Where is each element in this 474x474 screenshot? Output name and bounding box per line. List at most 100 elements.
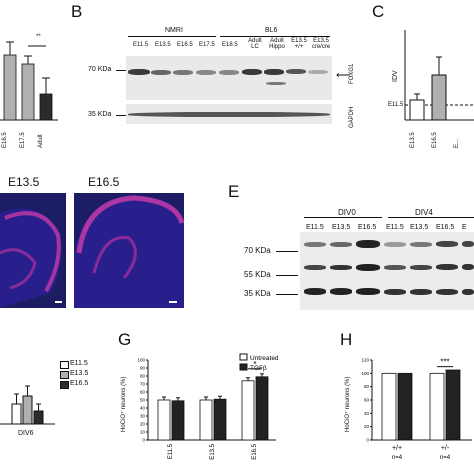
- panel-e-lane-4: E11.5: [386, 224, 404, 231]
- panel-g-legend-swatch: [239, 363, 248, 371]
- panel-e-label: E: [228, 182, 240, 201]
- panel-h-ytick-label: 60: [364, 398, 370, 403]
- panel-b-lane-5: E18.5: [222, 42, 238, 48]
- panel-b-blot-bottom: [126, 104, 332, 124]
- panel-g-ytick-label: 80: [140, 374, 146, 379]
- panel-e-lane-7: E: [462, 224, 467, 231]
- panel-h-bar: [397, 372, 413, 441]
- panel-e-group-div4: DIV4: [415, 208, 433, 217]
- panel-e-lane-5: E13.5: [410, 224, 429, 231]
- panel-g-ytick-label: 40: [140, 406, 146, 411]
- panel-g-bar: [213, 398, 227, 441]
- panel-b-lane-1: E11.5: [133, 42, 149, 48]
- panel-h-ytick-label: 80: [364, 384, 370, 389]
- panel-h-ytick-label: 100: [361, 371, 369, 376]
- panel-h-chart: 0 20 40 60 80 100 120 +/+ n=4 +/- n=4 ***: [361, 358, 472, 461]
- panel-b-lane-4: E17.5: [199, 42, 215, 48]
- panel-f-legend-2: E13.5: [70, 370, 89, 377]
- panel-b-label: B: [71, 2, 83, 21]
- panel-a-xlabel-2: E17.5: [20, 132, 26, 148]
- panel-h-xtick-label: +/+: [392, 445, 402, 452]
- panel-f-legend-swatch-1: [60, 361, 69, 369]
- panel-e-lane-3: E16.5: [358, 224, 377, 231]
- panel-b-group-bl6: BL6: [265, 27, 278, 34]
- panel-a-chart: [0, 41, 58, 121]
- panel-g-bar: [255, 376, 269, 441]
- panel-e-mw-70: 70 KDa: [244, 246, 271, 255]
- panel-e-blot: [300, 232, 474, 310]
- panel-g-bar: [199, 399, 213, 441]
- panel-b-mw-top: 70 KDa: [88, 66, 112, 73]
- panel-h-sig: ***: [440, 358, 449, 367]
- panel-g-xtick-label: E16.5: [252, 443, 258, 459]
- panel-e-group-div0: DIV0: [338, 208, 356, 217]
- panel-f-bar-2: [22, 395, 33, 425]
- panel-e-lane-1: E11.5: [306, 224, 324, 231]
- panel-d-image-1: [0, 193, 66, 308]
- panel-g-legend-label: TGFβ: [250, 365, 267, 372]
- arrow-left-icon: ⟵: [336, 70, 351, 81]
- panel-b-group-nmri: NMRI: [165, 27, 183, 34]
- panel-b-protein-top: FOXG1: [349, 63, 355, 84]
- panel-g-bar: [171, 400, 185, 441]
- panel-g-ytick-label: 60: [140, 390, 146, 395]
- panel-g-ytick-label: 30: [140, 414, 146, 419]
- panel-b-lane-7: Adult Hippo: [269, 38, 285, 50]
- panel-e-mw-55: 55 KDa: [244, 270, 271, 279]
- panel-h-bar: [381, 372, 397, 441]
- panel-h-ytick-label: 20: [364, 424, 370, 429]
- panel-a-xlabel-1: E16.5: [2, 132, 8, 148]
- panel-f-legend-swatch-3: [60, 381, 69, 389]
- panel-f-legend-3: E16.5: [70, 380, 89, 387]
- panel-b-protein-bottom: GAPDH: [349, 106, 355, 128]
- panel-c-ref: E11.5: [388, 102, 404, 108]
- panel-b-lane-9: E13.5 cre/cre: [311, 38, 331, 50]
- panel-g-label: G: [118, 330, 132, 349]
- panel-b-lane-3: E16.5: [177, 42, 193, 48]
- panel-h-ytick-label: 40: [364, 411, 370, 416]
- panel-g-ytick-label: 20: [140, 422, 146, 427]
- panel-f-bar-1: [11, 403, 22, 425]
- panel-g-ytick-label: 90: [140, 366, 146, 371]
- panel-d-image-2: [74, 193, 184, 308]
- panel-g-legend-label: Untreated: [250, 355, 278, 362]
- panel-g-ytick-label: 0: [142, 438, 145, 443]
- panel-a-bar-3: [39, 93, 53, 121]
- panel-b-mw-bottom: 35 KDa: [88, 111, 112, 118]
- panel-h-n-label: n=4: [392, 455, 403, 461]
- panel-d-img2-label: E16.5: [88, 175, 120, 189]
- panel-b-lane-2: E13.5: [155, 42, 171, 48]
- panel-g-xtick-label: E13.5: [210, 443, 216, 459]
- panel-a-xlabel-3: Adult: [38, 134, 44, 148]
- panel-c-xlabel-2: E16.5: [432, 132, 438, 148]
- panel-f-chart: [0, 385, 55, 425]
- panel-g-xtick-label: E11.5: [168, 443, 174, 459]
- panel-f-xlabel: DIV6: [18, 430, 34, 437]
- panel-c-xlabel-1: E13.5: [410, 132, 416, 148]
- panel-g-ytick-label: 10: [140, 430, 146, 435]
- panel-e-mw-35: 35 KDa: [244, 289, 271, 298]
- panel-h-bar: [445, 369, 461, 441]
- panel-e-lane-2: E13.5: [332, 224, 351, 231]
- panel-f-legend-swatch-2: [60, 371, 69, 379]
- panel-g-chart: 0 10 20 30 40 50 60 70 80 90 100 E11.5 E13.5 E16.5 *Un…: [137, 353, 278, 460]
- panel-c-bar-2: [431, 74, 447, 121]
- panel-h-n-label: n=4: [440, 455, 451, 461]
- panel-f-legend-1: E11.5: [70, 360, 88, 367]
- panel-g-bar: [241, 380, 255, 441]
- panel-a-bar-1: [3, 54, 17, 121]
- panel-a-sig: **: [36, 34, 41, 40]
- panel-g-legend-swatch: [239, 353, 248, 361]
- panel-h-ytick-label: 0: [366, 438, 369, 443]
- panel-h-ylabel: HoCiO⁺ neurons (%): [345, 376, 351, 432]
- panel-d-img1-label: E13.5: [8, 175, 40, 189]
- panel-b-lane-8: E13.5 +/+: [291, 38, 307, 50]
- panel-a-bar-2: [21, 63, 35, 121]
- panel-h-xtick-label: +/-: [441, 445, 450, 452]
- panel-g-ylabel: HoCiO⁺ neurons (%): [121, 376, 127, 432]
- panel-c-chart: [404, 30, 474, 121]
- panel-b-lane-6: Adult LC: [248, 38, 262, 50]
- panel-b-blot-top: [126, 56, 332, 100]
- panel-h-bar: [429, 372, 445, 441]
- panel-g-bar: [157, 399, 171, 441]
